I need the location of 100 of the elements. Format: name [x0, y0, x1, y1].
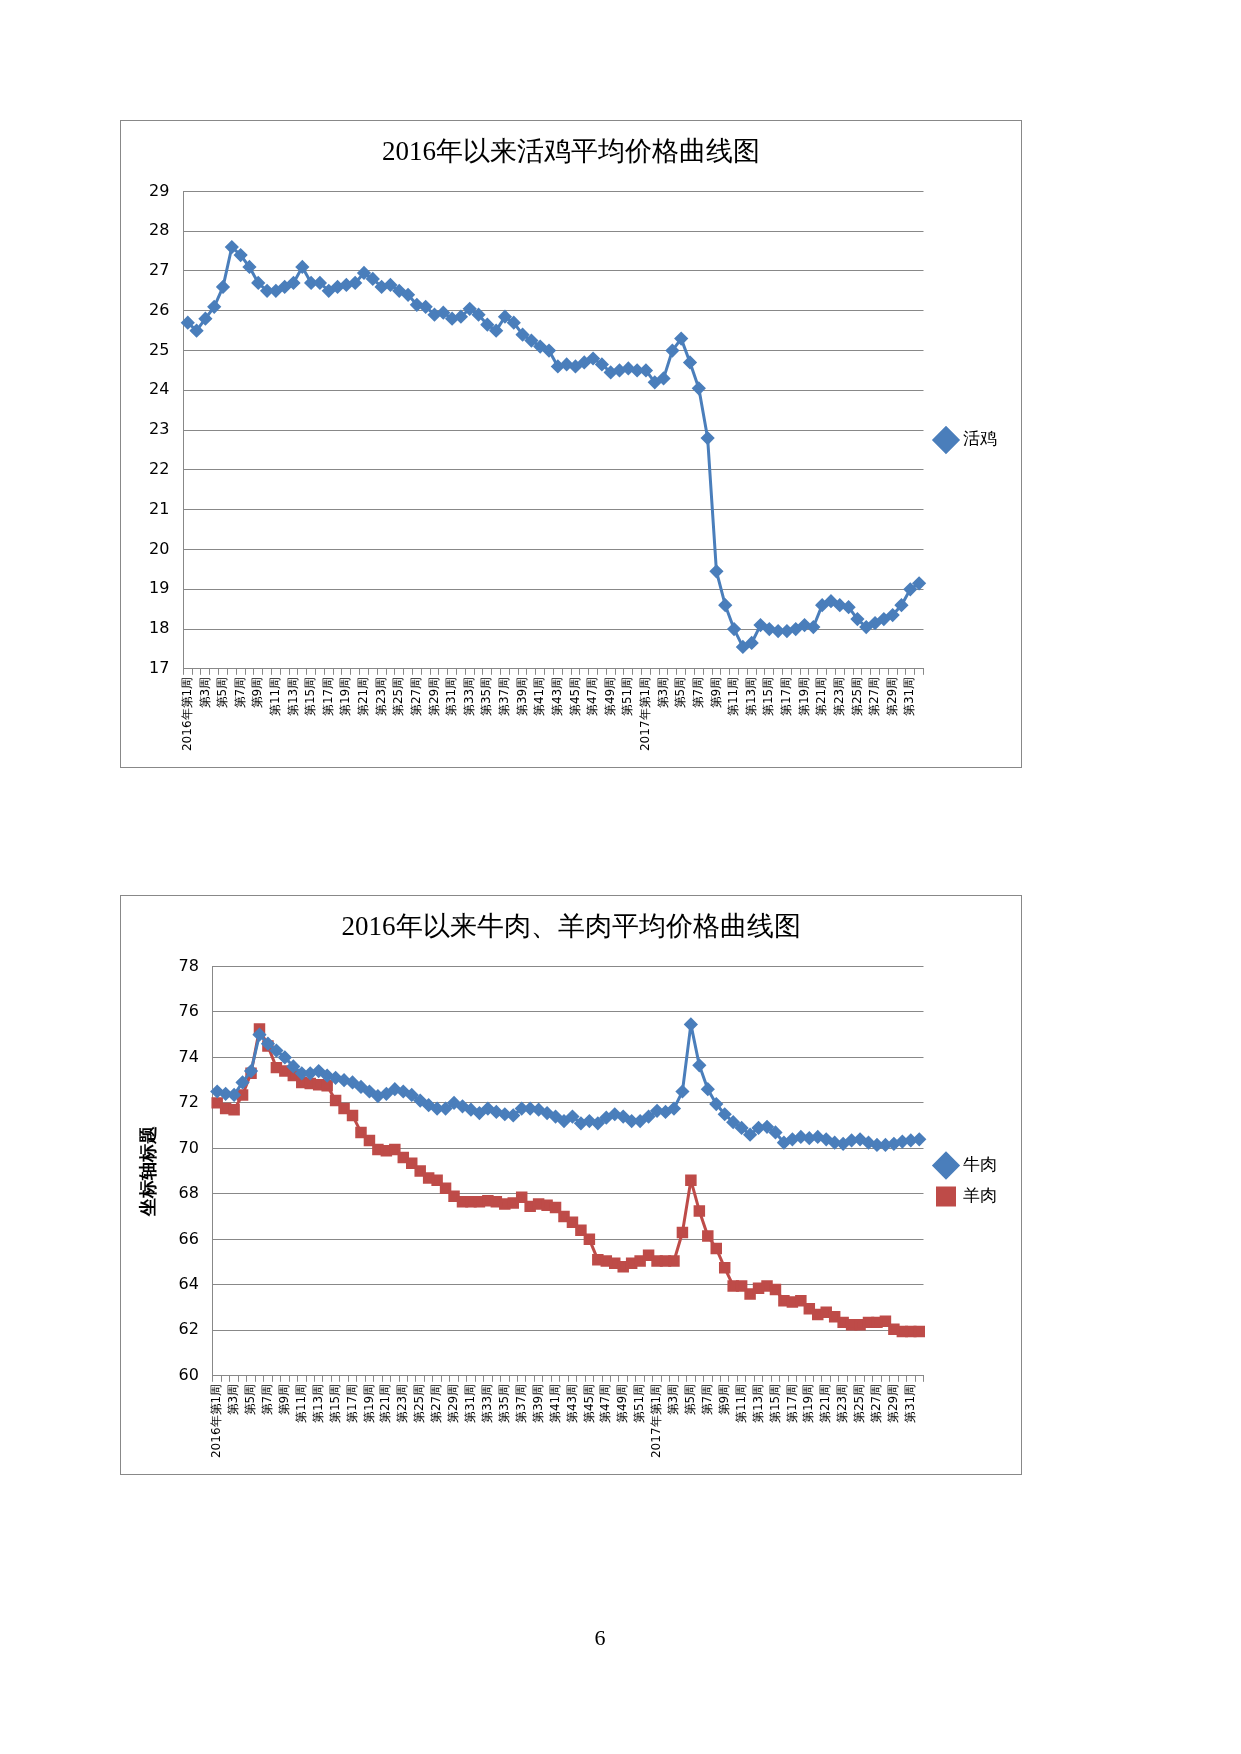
y-tick-label: 27 — [149, 260, 170, 280]
x-tick-label: 第27周 — [429, 1383, 444, 1424]
y-tick-label: 24 — [149, 379, 170, 399]
chart-title: 2016年以来牛肉、羊肉平均价格曲线图 — [341, 911, 801, 942]
x-tick-label: 第45周 — [567, 676, 582, 717]
y-tick-label: 28 — [149, 220, 170, 240]
x-tick-label: 第3周 — [666, 1383, 681, 1416]
x-tick-label: 第11周 — [726, 676, 741, 717]
x-tick-label: 第23周 — [831, 676, 846, 717]
y-tick-label: 68 — [178, 1183, 199, 1203]
x-tick-label: 第31周 — [444, 676, 459, 717]
x-tick-label: 第11周 — [733, 1383, 748, 1424]
x-tick-label: 第11周 — [268, 676, 282, 717]
y-tick-label: 25 — [149, 339, 170, 359]
x-tick-label: 第5周 — [215, 676, 230, 709]
y-tick-label: 66 — [178, 1228, 199, 1248]
x-tick-label: 第3周 — [655, 676, 670, 709]
x-tick-label: 第9周 — [276, 1383, 291, 1416]
legend-label: 羊肉 — [963, 1184, 997, 1205]
y-tick-label: 62 — [178, 1319, 199, 1339]
x-tick-label: 第19周 — [801, 1383, 816, 1424]
x-tick-label: 第35周 — [496, 1383, 511, 1424]
x-tick-label: 第17周 — [344, 1383, 359, 1424]
x-tick-label: 第27周 — [867, 676, 882, 717]
y-tick-label: 17 — [149, 657, 170, 677]
x-tick-label: 第31周 — [902, 1383, 917, 1424]
x-tick-label: 第17周 — [779, 676, 794, 717]
x-tick-label: 第43周 — [549, 676, 564, 717]
x-tick-label: 第17周 — [784, 1383, 799, 1424]
x-tick-label: 第47周 — [585, 676, 600, 717]
x-tick-label: 第29周 — [426, 676, 441, 717]
x-tick-label: 第3周 — [226, 1383, 241, 1416]
x-tick-label: 第9周 — [716, 1383, 731, 1416]
x-tick-label: 第23周 — [835, 1383, 850, 1424]
y-tick-label: 26 — [149, 299, 170, 319]
x-tick-label: 第7周 — [690, 676, 705, 709]
x-tick-label: 第25周 — [412, 1383, 427, 1424]
y-tick-label: 78 — [178, 955, 199, 975]
x-tick-label: 第15周 — [303, 676, 318, 717]
x-tick-label: 第29周 — [446, 1383, 461, 1424]
legend-label: 牛肉 — [963, 1153, 997, 1174]
x-tick-label: 第7周 — [260, 1383, 275, 1416]
x-tick-label: 第13周 — [743, 676, 758, 717]
y-tick-label: 74 — [178, 1046, 199, 1066]
x-tick-label: 第25周 — [852, 1383, 867, 1424]
x-tick-label: 第21周 — [378, 1383, 393, 1424]
x-tick-label: 第45周 — [581, 1383, 596, 1424]
x-tick-label: 第21周 — [818, 1383, 833, 1424]
x-tick-label: 第21周 — [814, 676, 829, 717]
x-tick-label: 2016年第1周 — [179, 676, 194, 752]
x-tick-label: 第9周 — [250, 676, 265, 709]
y-tick-label: 72 — [178, 1092, 199, 1112]
y-tick-label: 20 — [149, 538, 170, 558]
x-tick-label: 第7周 — [699, 1383, 714, 1416]
y-tick-label: 29 — [149, 180, 170, 200]
x-tick-label: 2017年第1周 — [638, 676, 653, 752]
x-tick-label: 第31周 — [463, 1383, 478, 1424]
x-tick-label: 2016年第1周 — [209, 1383, 224, 1459]
y-tick-label: 18 — [149, 618, 170, 638]
x-tick-label: 第41周 — [547, 1383, 562, 1424]
x-tick-label: 第37周 — [513, 1383, 528, 1424]
x-tick-label: 2017年第1周 — [649, 1383, 664, 1459]
x-tick-label: 第49周 — [615, 1383, 630, 1424]
x-tick-label: 第29周 — [886, 1383, 901, 1424]
x-tick-label: 第37周 — [497, 676, 512, 717]
x-tick-label: 第19周 — [796, 676, 811, 717]
text: 6 — [593, 1625, 607, 1651]
x-tick-label: 第35周 — [479, 676, 494, 717]
x-tick-label: 第3周 — [197, 676, 212, 709]
x-tick-label: 第5周 — [243, 1383, 258, 1416]
x-tick-label: 第7周 — [232, 676, 247, 709]
x-tick-label: 第5周 — [683, 1383, 698, 1416]
x-tick-label: 第23周 — [395, 1383, 410, 1424]
y-tick-label: 23 — [149, 419, 170, 439]
x-tick-label: 第15周 — [327, 1383, 342, 1424]
x-tick-label: 第13周 — [750, 1383, 765, 1424]
x-tick-label: 第51周 — [620, 676, 635, 717]
x-tick-label: 第27周 — [869, 1383, 884, 1424]
x-tick-label: 第25周 — [391, 676, 406, 717]
x-tick-label: 第13周 — [285, 676, 300, 717]
x-tick-label: 第19周 — [338, 676, 353, 717]
x-tick-label: 第13周 — [310, 1383, 325, 1424]
x-tick-label: 第17周 — [320, 676, 335, 717]
y-tick-label: 70 — [178, 1137, 199, 1157]
x-tick-label: 第33周 — [461, 676, 476, 717]
x-tick-label: 第39周 — [514, 676, 529, 717]
x-tick-label: 第33周 — [480, 1383, 494, 1424]
y-tick-label: 19 — [149, 578, 170, 598]
x-tick-label: 第19周 — [361, 1383, 376, 1424]
x-tick-label: 第15周 — [767, 1383, 782, 1424]
y-tick-label: 76 — [178, 1001, 199, 1021]
y-tick-label: 60 — [178, 1364, 199, 1384]
x-tick-label: 第25周 — [849, 676, 864, 717]
x-tick-label: 第5周 — [673, 676, 688, 709]
x-tick-label: 第23周 — [373, 676, 388, 717]
x-tick-label: 第41周 — [532, 676, 547, 717]
x-tick-label: 第15周 — [761, 676, 776, 717]
x-tick-label: 第47周 — [598, 1383, 613, 1424]
y-tick-label: 64 — [178, 1274, 199, 1293]
x-tick-label: 第29周 — [884, 676, 899, 717]
